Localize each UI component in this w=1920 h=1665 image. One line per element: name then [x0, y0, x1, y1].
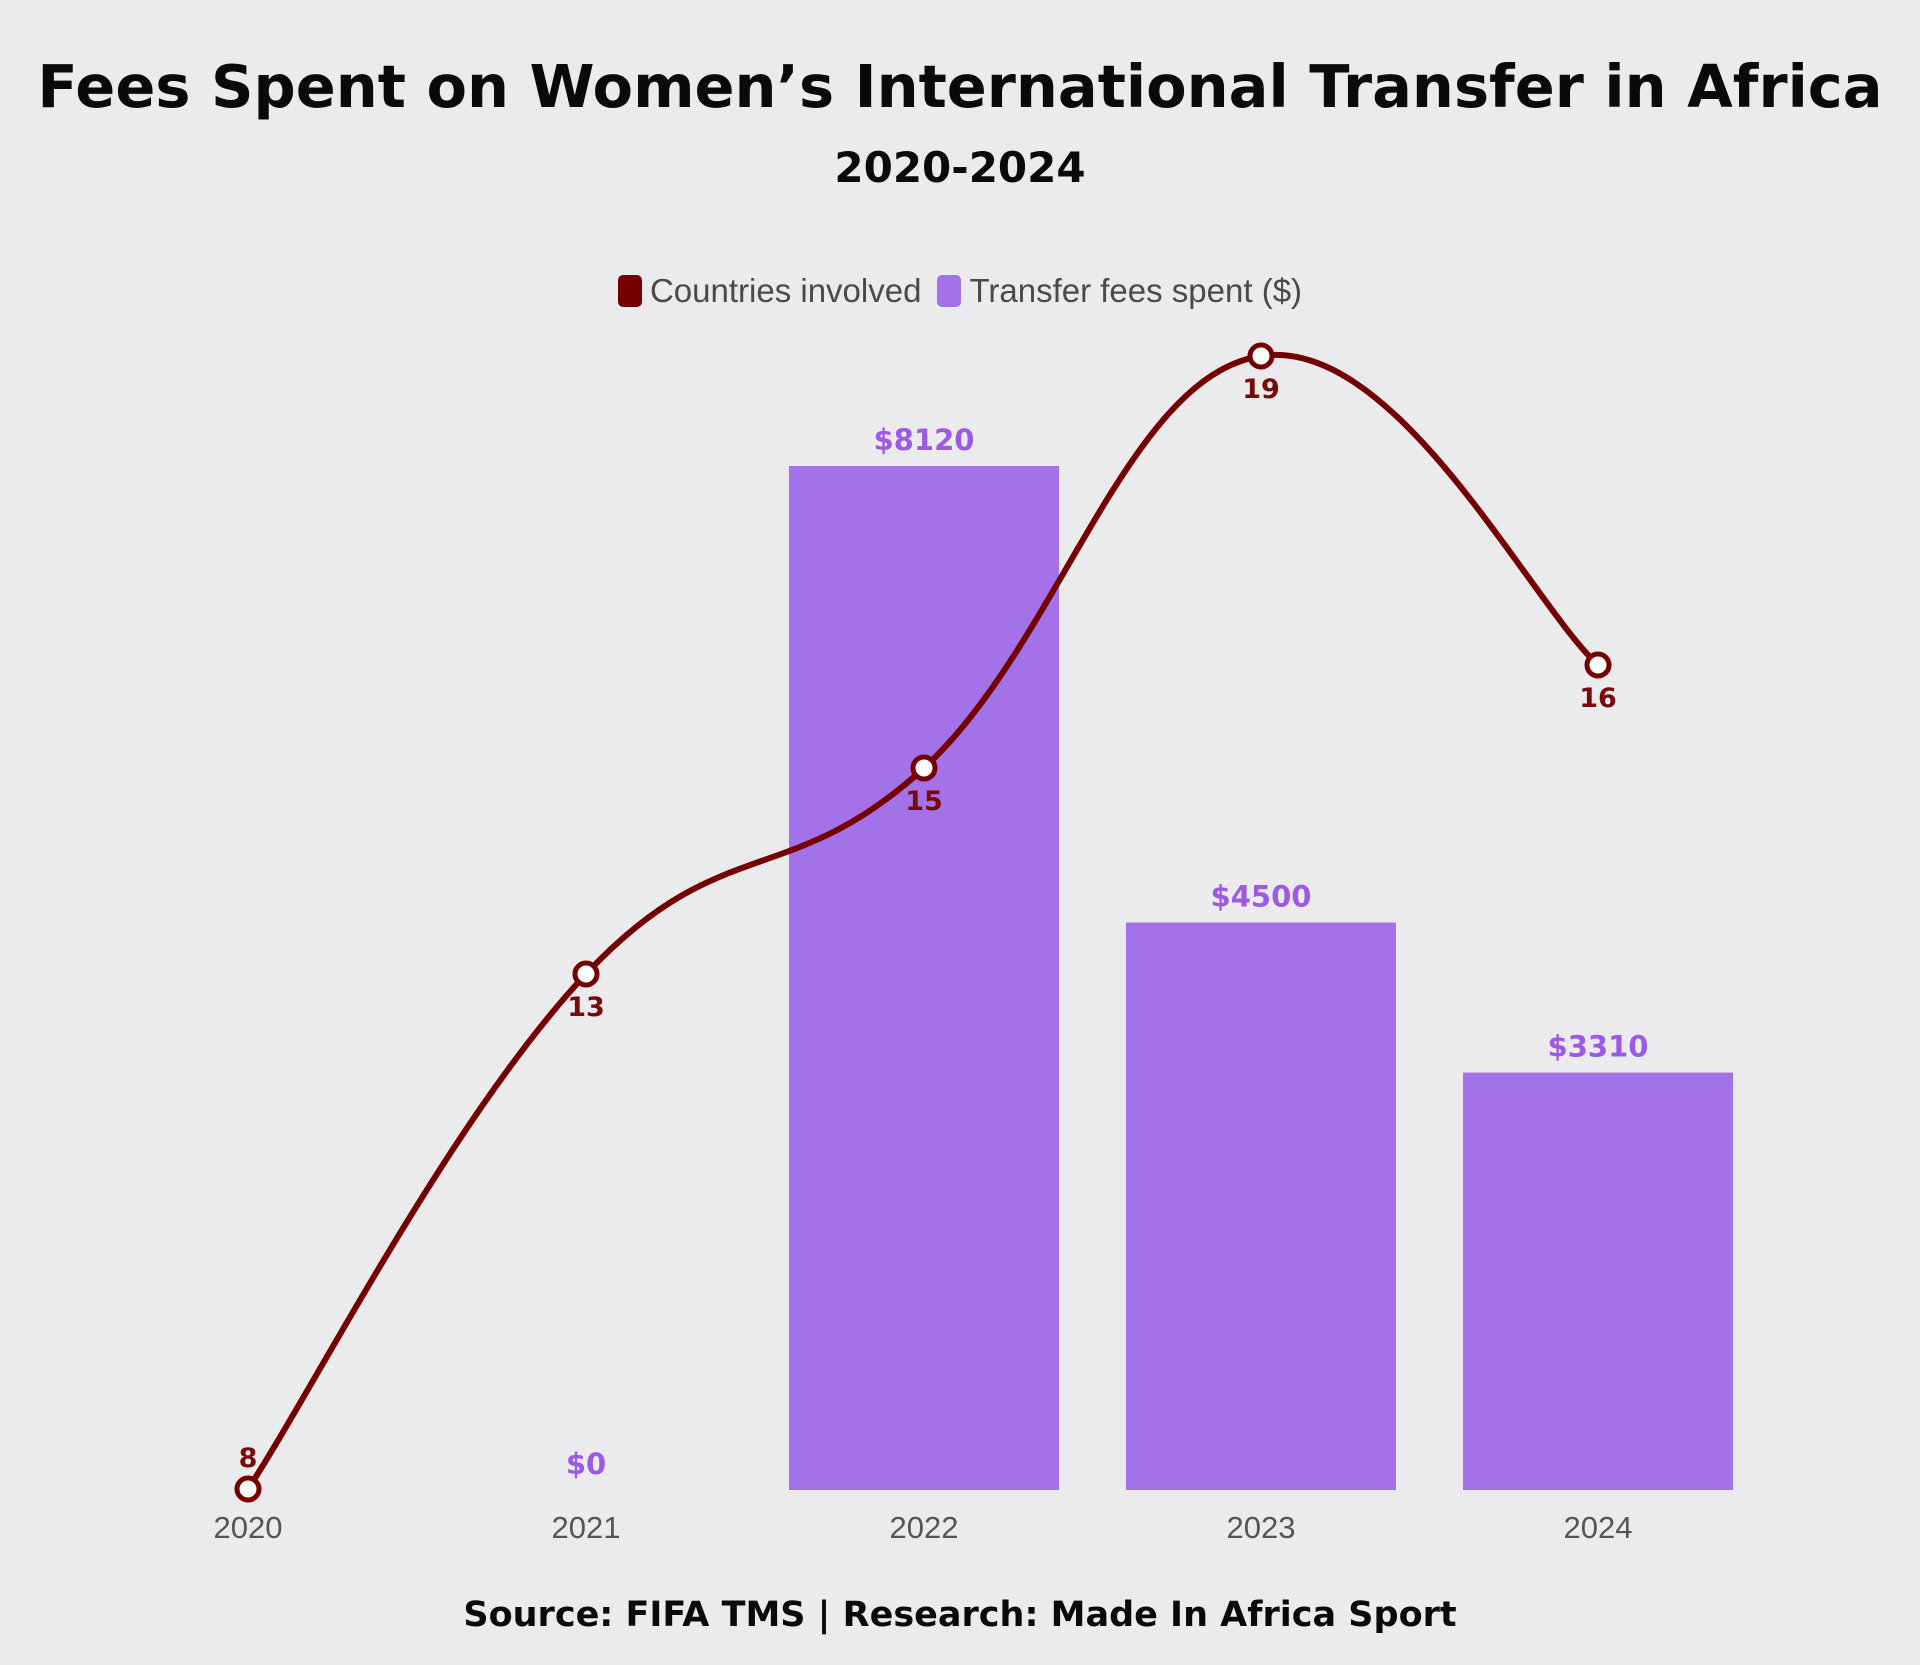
chart-subtitle: 2020-2024 — [834, 143, 1086, 192]
x-tick-2022: 2022 — [890, 1510, 959, 1545]
bar-label-2024: $3310 — [1548, 1030, 1649, 1064]
bar-2022 — [789, 466, 1059, 1490]
legend: Countries involved Transfer fees spent (… — [0, 272, 1920, 310]
point-2021 — [572, 960, 600, 988]
x-tick-2020: 2020 — [214, 1510, 283, 1545]
legend-label-countries: Countries involved — [649, 272, 922, 309]
point-2022 — [910, 754, 938, 782]
point-2023 — [1247, 342, 1275, 370]
bar-label-2022: $8120 — [874, 423, 975, 457]
x-tick-2021: 2021 — [552, 1510, 621, 1545]
x-tick-2024: 2024 — [1564, 1510, 1633, 1545]
bar-label-2021: $0 — [566, 1447, 606, 1481]
point-label-2021: 13 — [567, 992, 605, 1023]
point-label-2024: 16 — [1579, 683, 1617, 714]
source-note: Source: FIFA TMS | Research: Made In Afr… — [463, 1595, 1457, 1635]
bar-2023 — [1126, 922, 1396, 1490]
legend-label-fees: Transfer fees spent ($) — [969, 272, 1303, 309]
legend-swatch-countries — [617, 275, 642, 307]
bar-label-2023: $4500 — [1211, 880, 1312, 914]
legend-swatch-fees — [937, 275, 962, 307]
legend-item-fees: Transfer fees spent ($) — [937, 272, 1302, 310]
point-2020 — [234, 1475, 262, 1503]
legend-item-countries: Countries involved — [617, 272, 922, 310]
x-tick-2023: 2023 — [1227, 1510, 1296, 1545]
point-label-2023: 19 — [1242, 374, 1280, 405]
chart-title: Fees Spent on Women’s International Tran… — [37, 52, 1883, 121]
bar-2024 — [1463, 1072, 1733, 1490]
point-2024 — [1584, 651, 1612, 679]
point-label-2022: 15 — [905, 786, 943, 817]
point-label-2020: 8 — [239, 1443, 258, 1474]
